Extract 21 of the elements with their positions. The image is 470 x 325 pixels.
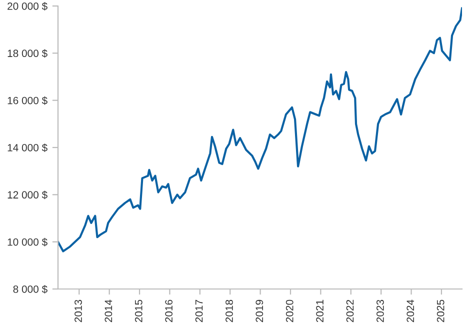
y-tick-label: 18 000 $ (8, 49, 48, 58)
x-tick-label: 2024 (406, 300, 414, 322)
x-tick-label: 2022 (346, 300, 354, 322)
x-tick-label: 2023 (376, 300, 384, 322)
x-tick-label: 2021 (316, 300, 324, 322)
x-tick-label: 2013 (74, 300, 82, 322)
y-tick-label: 16 000 $ (8, 96, 48, 105)
x-tick-label: 2020 (286, 300, 294, 322)
y-tick-label: 14 000 $ (8, 144, 48, 152)
x-tick-label: 2018 (226, 300, 233, 322)
y-tick-label: 8 000 $ (13, 285, 48, 294)
x-tick-label: 2025 (436, 300, 444, 322)
y-tick-label: 12 000 $ (8, 190, 48, 200)
x-tick-label: 2017 (195, 300, 203, 322)
x-tick-label: 2016 (165, 300, 173, 322)
y-tick-label: 20 000 $ (8, 2, 48, 10)
x-tick-label: 2015 (134, 300, 142, 322)
x-tick-label: 2019 (256, 300, 264, 322)
x-tick-label: 2014 (104, 300, 112, 322)
line-series (58, 7, 462, 252)
y-tick-label: 10 000 $ (8, 238, 48, 246)
